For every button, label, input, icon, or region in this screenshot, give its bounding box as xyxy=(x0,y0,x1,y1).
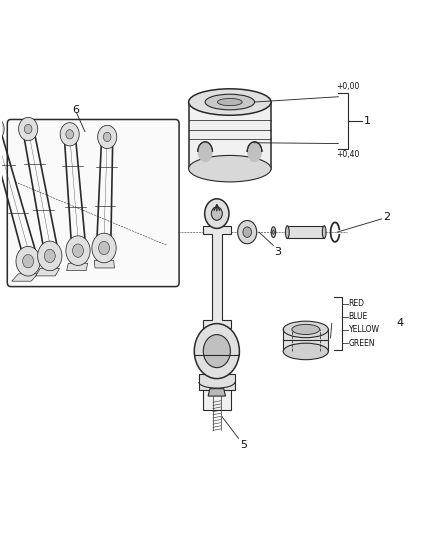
Polygon shape xyxy=(208,389,226,396)
Ellipse shape xyxy=(272,230,274,235)
Circle shape xyxy=(194,324,240,378)
Text: 6: 6 xyxy=(72,106,79,116)
Circle shape xyxy=(38,241,62,271)
Polygon shape xyxy=(67,263,88,271)
Circle shape xyxy=(92,233,116,263)
Polygon shape xyxy=(12,274,38,281)
Circle shape xyxy=(103,132,111,142)
Circle shape xyxy=(99,241,110,255)
Text: 3: 3 xyxy=(274,247,281,257)
Circle shape xyxy=(0,117,4,141)
Ellipse shape xyxy=(322,226,326,238)
Polygon shape xyxy=(283,329,328,351)
Ellipse shape xyxy=(286,226,289,238)
Text: 2: 2 xyxy=(383,212,390,222)
Polygon shape xyxy=(203,381,231,410)
Text: 4: 4 xyxy=(397,318,404,328)
Polygon shape xyxy=(36,269,60,276)
Polygon shape xyxy=(189,102,271,168)
Ellipse shape xyxy=(189,89,271,115)
Circle shape xyxy=(73,244,84,257)
Ellipse shape xyxy=(218,99,242,106)
Text: YELLOW: YELLOW xyxy=(349,326,380,335)
Circle shape xyxy=(16,246,40,276)
Ellipse shape xyxy=(198,142,212,162)
Circle shape xyxy=(205,199,229,229)
Circle shape xyxy=(18,117,38,141)
Text: 1: 1 xyxy=(364,116,371,126)
Text: +0,40: +0,40 xyxy=(336,150,360,159)
Text: BLUE: BLUE xyxy=(349,312,368,321)
Circle shape xyxy=(25,124,32,134)
Polygon shape xyxy=(199,375,235,390)
Text: RED: RED xyxy=(349,299,365,308)
Circle shape xyxy=(66,236,90,265)
FancyBboxPatch shape xyxy=(7,119,179,287)
Circle shape xyxy=(23,255,34,268)
Circle shape xyxy=(203,335,230,368)
Text: GREEN: GREEN xyxy=(349,338,375,348)
Polygon shape xyxy=(202,226,231,328)
Ellipse shape xyxy=(292,325,320,335)
Circle shape xyxy=(44,249,55,263)
Ellipse shape xyxy=(271,227,276,238)
Ellipse shape xyxy=(283,343,328,360)
Circle shape xyxy=(238,221,257,244)
Text: +0,00: +0,00 xyxy=(336,83,360,92)
Ellipse shape xyxy=(247,142,262,162)
Ellipse shape xyxy=(283,321,328,338)
Ellipse shape xyxy=(205,94,254,110)
Circle shape xyxy=(212,207,223,220)
Circle shape xyxy=(60,123,79,146)
Polygon shape xyxy=(94,261,114,268)
Circle shape xyxy=(98,125,117,149)
Circle shape xyxy=(243,227,251,237)
Text: 5: 5 xyxy=(240,440,247,450)
Circle shape xyxy=(66,130,74,139)
Polygon shape xyxy=(287,226,324,238)
Ellipse shape xyxy=(189,156,271,182)
